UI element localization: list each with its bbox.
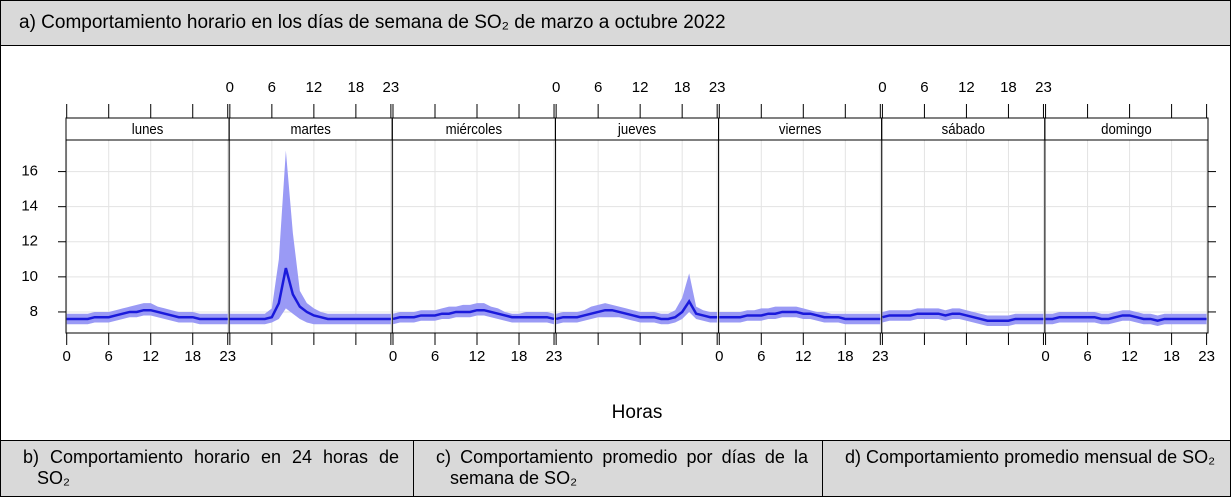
y-tick-label: 12 <box>21 233 38 250</box>
band <box>1045 310 1207 326</box>
x-tick-label: 18 <box>184 348 201 365</box>
chart: Horas 8 10 12 14 16 lunes 0 6 12 18 23 martes 0 6 12 18… <box>21 79 1216 423</box>
x-tick-label: 23 <box>546 348 563 365</box>
y-tick-label: 14 <box>21 198 38 215</box>
mean-line <box>1045 314 1207 323</box>
x-tick-label: 18 <box>348 79 365 96</box>
strip-label: miércoles <box>446 120 502 137</box>
x-tick-label: 12 <box>142 348 159 365</box>
strip-label: domingo <box>1101 120 1152 137</box>
strip-label: lunes <box>132 120 164 137</box>
x-tick-label: 12 <box>795 348 812 365</box>
x-axis-label: Horas <box>612 402 663 423</box>
x-tick-label: 23 <box>1198 348 1215 365</box>
mean-line <box>882 312 1044 322</box>
band <box>882 308 1044 326</box>
strip-label: viernes <box>779 120 821 137</box>
x-tick-label: 18 <box>1163 348 1180 365</box>
mean-line <box>392 308 555 321</box>
x-tick-label: 6 <box>431 348 439 365</box>
y-tick-label: 16 <box>21 163 38 180</box>
y-tick-label: 8 <box>30 303 38 320</box>
table-header: a) Comportamiento horario en los días de… <box>0 0 1231 46</box>
x-tick-label: 0 <box>63 348 71 365</box>
x-tick-label: 6 <box>757 348 765 365</box>
x-tick-label: 12 <box>1121 348 1138 365</box>
strip-label: jueves <box>617 120 656 137</box>
x-tick-label: 18 <box>1000 79 1017 96</box>
x-tick-label: 6 <box>268 79 276 96</box>
x-tick-label: 18 <box>511 348 528 365</box>
strip-label: martes <box>291 120 331 137</box>
band <box>719 306 881 325</box>
x-tick-label: 12 <box>958 79 975 96</box>
x-tick-label: 23 <box>709 79 726 96</box>
y-tick-label: 10 <box>21 268 38 285</box>
x-tick-label: 0 <box>389 348 397 365</box>
caption: d) Comportamiento promedio mensual de SO… <box>822 440 1231 497</box>
band <box>392 303 555 325</box>
x-tick-label: 23 <box>1035 79 1052 96</box>
x-tick-label: 6 <box>594 79 602 96</box>
mean-line <box>719 310 881 321</box>
mean-line <box>555 299 718 321</box>
x-tick-label: 12 <box>306 79 323 96</box>
x-tick-label: 12 <box>469 348 486 365</box>
x-tick-label: 23 <box>219 348 236 365</box>
mean-line <box>229 267 391 321</box>
x-tick-label: 0 <box>878 79 886 96</box>
x-tick-label: 0 <box>226 79 234 96</box>
x-tick-label: 6 <box>1083 348 1091 365</box>
x-tick-label: 12 <box>632 79 649 96</box>
x-tick-label: 18 <box>674 79 691 96</box>
mean-line <box>66 308 228 321</box>
x-tick-label: 0 <box>1041 348 1049 365</box>
x-tick-label: 0 <box>552 79 560 96</box>
caption: c) Comportamiento promedio por días de l… <box>413 440 823 497</box>
plot-frame <box>65 117 1209 334</box>
caption: b) Comportamiento horario en 24 horas de… <box>0 440 414 497</box>
x-tick-label: 6 <box>920 79 928 96</box>
band <box>66 303 228 325</box>
x-tick-label: 18 <box>837 348 854 365</box>
x-tick-label: 23 <box>872 348 889 365</box>
strip-label: sábado <box>942 120 985 137</box>
x-tick-label: 6 <box>105 348 113 365</box>
x-tick-label: 0 <box>715 348 723 365</box>
band <box>229 150 391 325</box>
x-tick-label: 23 <box>383 79 400 96</box>
